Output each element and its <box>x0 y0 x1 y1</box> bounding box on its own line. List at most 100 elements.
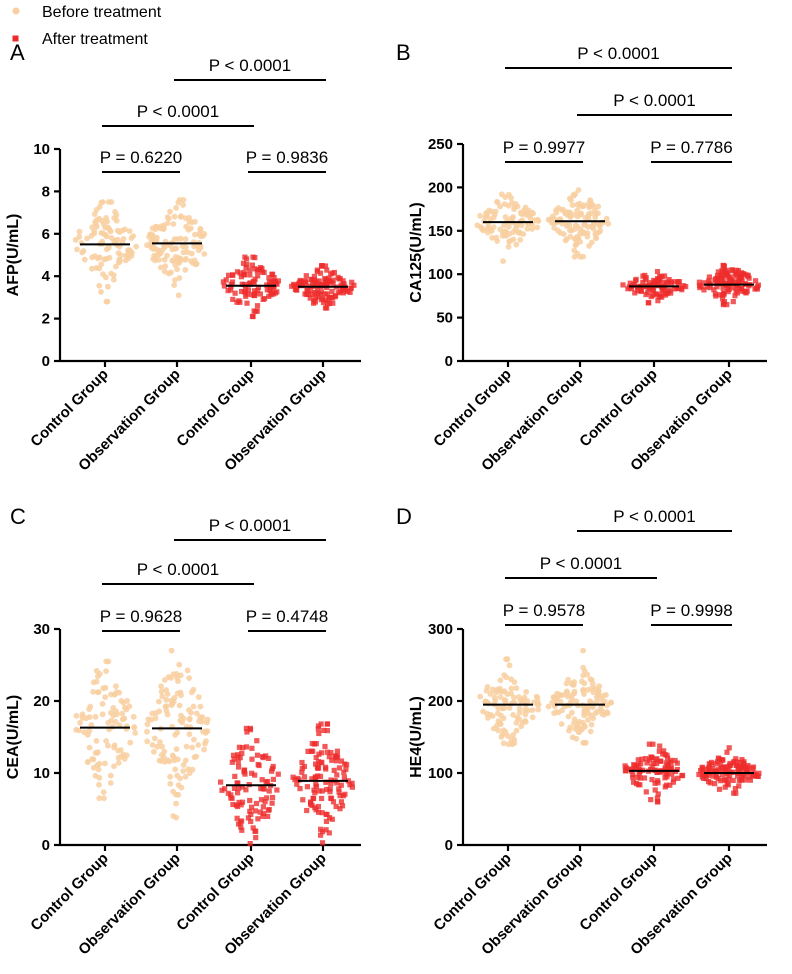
data-point <box>660 287 666 293</box>
data-point <box>268 285 274 291</box>
data-point <box>161 268 168 275</box>
data-point <box>493 234 500 241</box>
data-point <box>746 283 752 289</box>
data-point <box>119 710 126 717</box>
data-point <box>671 776 677 782</box>
data-point <box>328 750 334 756</box>
data-point <box>631 779 637 785</box>
data-point <box>675 775 681 781</box>
data-point <box>577 203 583 210</box>
data-point <box>95 766 102 773</box>
data-point <box>316 809 322 815</box>
data-point <box>252 828 258 834</box>
data-point <box>337 289 343 295</box>
data-point <box>294 781 300 787</box>
data-point <box>234 815 240 821</box>
data-point <box>319 750 325 756</box>
data-point <box>178 213 184 220</box>
data-point <box>197 226 204 233</box>
data-point <box>587 728 594 735</box>
p-value-label: P < 0.0001 <box>613 507 695 526</box>
data-point <box>122 257 129 264</box>
p-value-label: P < 0.0001 <box>137 560 219 579</box>
data-point <box>580 253 587 260</box>
data-point <box>91 228 98 235</box>
data-point <box>720 765 726 771</box>
data-point <box>111 215 118 221</box>
data-point <box>569 202 576 209</box>
x-category-label: Control Group <box>576 850 660 934</box>
data-point <box>585 716 591 723</box>
data-point <box>105 283 111 290</box>
data-point <box>497 677 504 684</box>
data-point <box>642 272 648 278</box>
data-point <box>249 756 255 762</box>
data-point <box>323 297 329 303</box>
data-point <box>201 746 208 753</box>
data-point <box>96 204 103 210</box>
data-point <box>643 789 649 795</box>
data-point <box>572 226 578 232</box>
data-point <box>732 293 738 299</box>
data-point <box>202 740 208 747</box>
data-point <box>334 780 340 786</box>
data-point <box>581 221 588 228</box>
data-point <box>254 738 260 744</box>
data-point <box>651 761 657 767</box>
data-point <box>674 766 680 773</box>
data-point <box>324 749 330 755</box>
p-value-label: P = 0.4748 <box>246 607 328 626</box>
data-point <box>240 745 246 751</box>
data-point <box>100 230 107 237</box>
data-point <box>261 786 267 792</box>
data-point <box>191 754 198 761</box>
data-point <box>732 786 738 792</box>
data-point <box>534 701 541 708</box>
data-point <box>477 224 484 230</box>
data-point <box>161 758 168 765</box>
data-point <box>506 191 512 198</box>
data-point <box>652 787 658 793</box>
data-point <box>222 786 228 792</box>
data-point <box>678 285 684 291</box>
data-point <box>595 203 602 210</box>
data-point <box>189 766 196 773</box>
data-point <box>250 254 256 260</box>
legend-marker-after <box>12 35 19 42</box>
data-point <box>261 810 267 816</box>
data-point <box>273 281 279 287</box>
data-point <box>739 278 745 284</box>
data-point <box>727 762 733 768</box>
data-point <box>243 787 249 793</box>
data-point <box>620 282 626 288</box>
y-axis-label: AFP(U/mL) <box>5 214 22 297</box>
data-point <box>648 797 654 803</box>
data-point <box>480 708 486 715</box>
data-point <box>564 689 570 696</box>
data-point <box>96 795 103 802</box>
data-point <box>511 679 518 685</box>
panel-letter: A <box>10 40 25 65</box>
data-point <box>235 790 241 796</box>
data-point <box>734 267 740 273</box>
data-point <box>516 705 523 712</box>
data-point <box>655 298 661 304</box>
data-point <box>338 282 344 288</box>
data-point <box>80 248 87 254</box>
data-point <box>314 764 320 770</box>
data-point <box>569 696 576 703</box>
data-point <box>593 698 600 705</box>
data-point <box>661 748 667 754</box>
data-point <box>515 229 522 236</box>
data-point <box>483 687 490 694</box>
p-value-label: P < 0.0001 <box>137 102 219 121</box>
data-point <box>648 294 654 300</box>
data-point <box>546 216 553 223</box>
data-point <box>524 225 531 232</box>
data-point <box>333 754 339 760</box>
data-point <box>148 716 155 723</box>
data-point <box>347 289 353 295</box>
data-point <box>199 718 206 725</box>
data-point <box>173 791 179 798</box>
data-point <box>726 776 732 783</box>
